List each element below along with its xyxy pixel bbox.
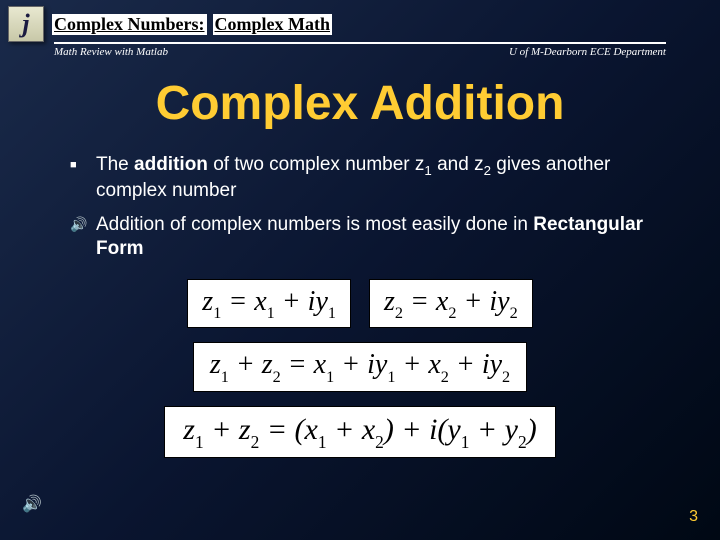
bullet-marker-icon: ■: [70, 153, 96, 203]
bullet-item: 🔊 Addition of complex numbers is most ea…: [70, 213, 660, 261]
bullet-item: ■ The addition of two complex number z1 …: [70, 153, 660, 203]
speaker-icon: 🔊: [70, 213, 96, 261]
breadcrumb-1: Complex Numbers:: [52, 14, 207, 35]
speaker-icon: 🔊: [22, 494, 42, 514]
page-number: 3: [689, 508, 698, 526]
breadcrumb-2: Complex Math: [213, 14, 333, 35]
bullet-list: ■ The addition of two complex number z1 …: [0, 153, 720, 261]
equation-box: z1 + z2 = (x1 + x2) + i(y1 + y2): [164, 406, 555, 458]
subheader: Math Review with Matlab U of M-Dearborn …: [0, 44, 720, 58]
header-bar: j Complex Numbers: Complex Math: [0, 0, 720, 42]
logo-icon: j: [8, 6, 44, 42]
bullet-text: Addition of complex numbers is most easi…: [96, 213, 660, 261]
slide-title: Complex Addition: [0, 76, 720, 131]
subheader-left: Math Review with Matlab: [54, 46, 168, 58]
subheader-right: U of M-Dearborn ECE Department: [509, 46, 666, 58]
equation-row: z1 = x1 + iy1 z2 = x2 + iy2: [187, 279, 532, 329]
equation-box: z1 = x1 + iy1: [187, 279, 351, 329]
equation-box: z1 + z2 = x1 + iy1 + x2 + iy2: [193, 342, 527, 392]
bullet-text: The addition of two complex number z1 an…: [96, 153, 660, 203]
equation-box: z2 = x2 + iy2: [369, 279, 533, 329]
equations-area: z1 = x1 + iy1 z2 = x2 + iy2 z1 + z2 = x1…: [0, 279, 720, 458]
